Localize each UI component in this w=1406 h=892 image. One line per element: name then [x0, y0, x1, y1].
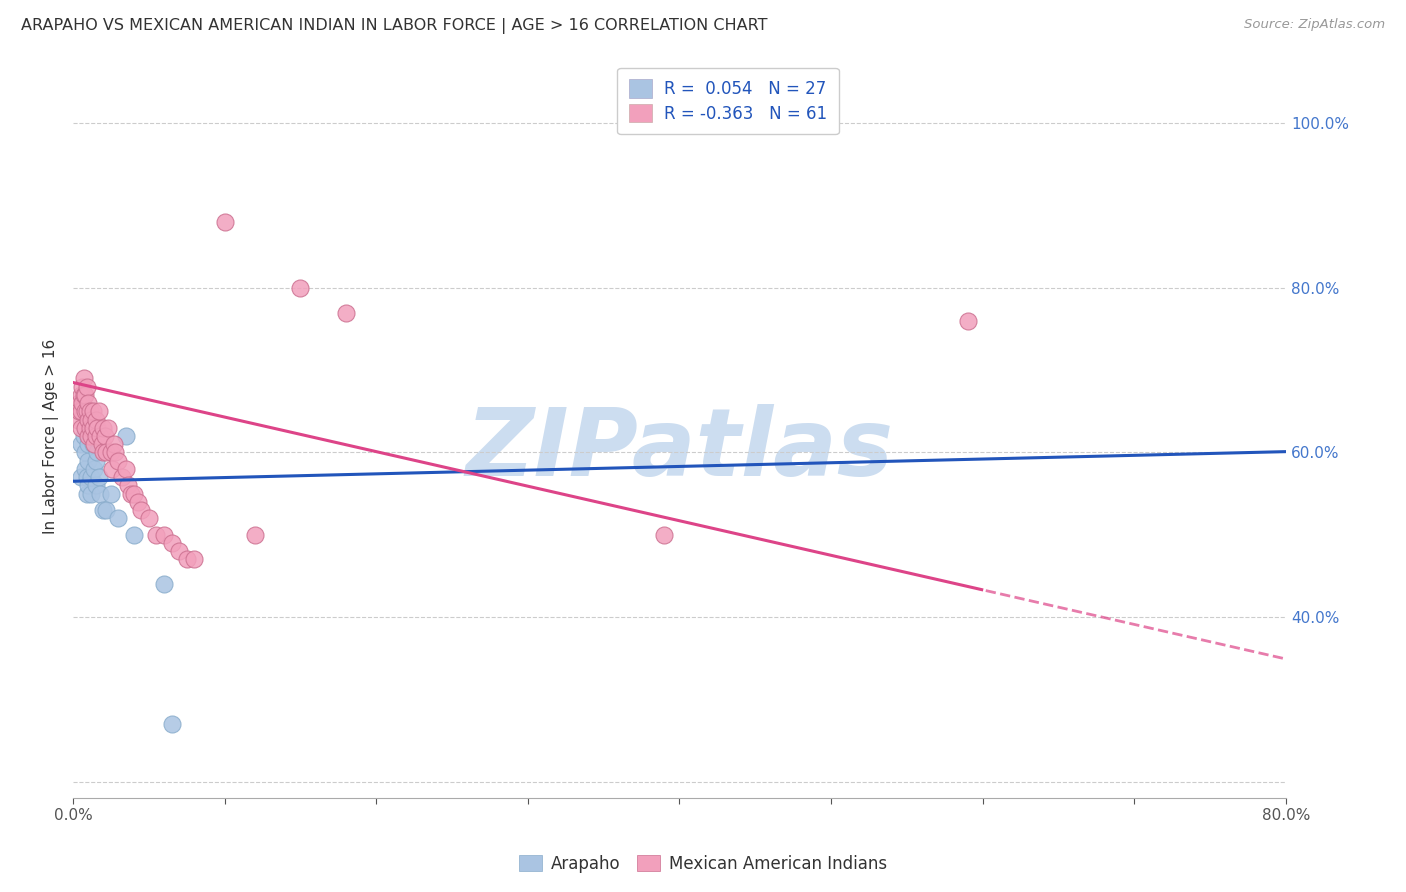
Point — [83, 462, 105, 476]
Point — [75, 388, 97, 402]
Point — [69, 470, 91, 484]
Point — [104, 445, 127, 459]
Point — [120, 486, 142, 500]
Point — [652, 527, 675, 541]
Text: ARAPAHO VS MEXICAN AMERICAN INDIAN IN LABOR FORCE | AGE > 16 CORRELATION CHART: ARAPAHO VS MEXICAN AMERICAN INDIAN IN LA… — [21, 18, 768, 34]
Point — [67, 396, 90, 410]
Point — [97, 421, 120, 435]
Point — [79, 404, 101, 418]
Point — [138, 511, 160, 525]
Point — [956, 314, 979, 328]
Point — [167, 544, 190, 558]
Point — [79, 421, 101, 435]
Point — [72, 429, 94, 443]
Point — [77, 412, 100, 426]
Point — [91, 503, 114, 517]
Point — [115, 429, 138, 443]
Point — [84, 478, 107, 492]
Point — [76, 470, 98, 484]
Point — [183, 552, 205, 566]
Point — [153, 577, 176, 591]
Point — [100, 486, 122, 500]
Point — [94, 429, 117, 443]
Point — [84, 453, 107, 467]
Point — [90, 437, 112, 451]
Point — [80, 412, 103, 426]
Point — [75, 404, 97, 418]
Point — [83, 437, 105, 451]
Point — [127, 495, 149, 509]
Point — [72, 388, 94, 402]
Point — [77, 453, 100, 467]
Point — [82, 437, 104, 451]
Point — [107, 511, 129, 525]
Point — [145, 527, 167, 541]
Point — [80, 486, 103, 500]
Point — [80, 429, 103, 443]
Point — [77, 429, 100, 443]
Point — [82, 404, 104, 418]
Point — [75, 421, 97, 435]
Point — [100, 445, 122, 459]
Point — [122, 486, 145, 500]
Point — [67, 404, 90, 418]
Point — [76, 404, 98, 418]
Point — [87, 404, 110, 418]
Point — [80, 470, 103, 484]
Point — [77, 396, 100, 410]
Point — [82, 421, 104, 435]
Point — [86, 421, 108, 435]
Point — [117, 478, 139, 492]
Point — [96, 445, 118, 459]
Point — [70, 396, 93, 410]
Point — [84, 429, 107, 443]
Point — [160, 717, 183, 731]
Point — [129, 503, 152, 517]
Point — [89, 429, 111, 443]
Point — [101, 462, 124, 476]
Point — [89, 486, 111, 500]
Point — [75, 445, 97, 459]
Point — [75, 462, 97, 476]
Point — [243, 527, 266, 541]
Point — [160, 536, 183, 550]
Point — [91, 445, 114, 459]
Legend: Arapaho, Mexican American Indians: Arapaho, Mexican American Indians — [512, 848, 894, 880]
Point — [86, 445, 108, 459]
Legend: R =  0.054   N = 27, R = -0.363   N = 61: R = 0.054 N = 27, R = -0.363 N = 61 — [617, 68, 839, 135]
Point — [214, 215, 236, 229]
Point — [69, 437, 91, 451]
Point — [176, 552, 198, 566]
Text: ZIPatlas: ZIPatlas — [465, 404, 894, 497]
Point — [103, 437, 125, 451]
Point — [115, 462, 138, 476]
Point — [69, 388, 91, 402]
Point — [335, 305, 357, 319]
Point — [290, 281, 312, 295]
Point — [72, 371, 94, 385]
Point — [110, 470, 132, 484]
Point — [153, 527, 176, 541]
Point — [69, 404, 91, 418]
Point — [77, 437, 100, 451]
Point — [69, 421, 91, 435]
Point — [70, 379, 93, 393]
Point — [76, 379, 98, 393]
Point — [84, 412, 107, 426]
Point — [91, 421, 114, 435]
Point — [66, 412, 89, 426]
Point — [77, 478, 100, 492]
Point — [76, 486, 98, 500]
Y-axis label: In Labor Force | Age > 16: In Labor Force | Age > 16 — [44, 338, 59, 533]
Point — [96, 503, 118, 517]
Point — [87, 470, 110, 484]
Point — [107, 453, 129, 467]
Text: Source: ZipAtlas.com: Source: ZipAtlas.com — [1244, 18, 1385, 31]
Point — [122, 527, 145, 541]
